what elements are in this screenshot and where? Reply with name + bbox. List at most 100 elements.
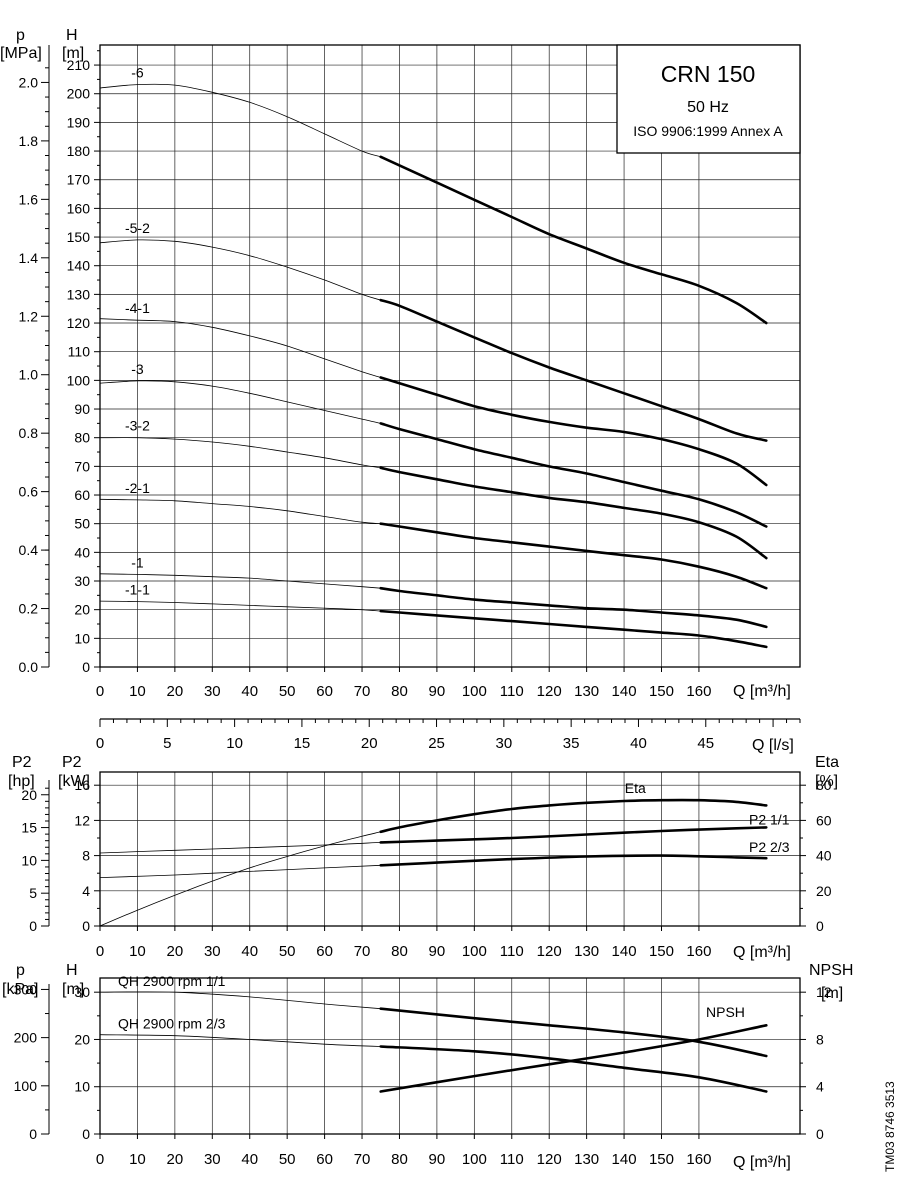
kw-tick-label: 4	[82, 883, 90, 899]
npsh-x-tick-label: 0	[96, 1151, 104, 1168]
mpa-tick-label: 0.4	[19, 542, 39, 558]
npsh-x-tick-label: 30	[204, 1151, 221, 1168]
ls-tick-label: 30	[496, 735, 513, 752]
npsh-x-tick-label: 40	[241, 1151, 258, 1168]
npsh-x-tick-label: 140	[612, 1151, 637, 1168]
head-x-tick-label: 120	[537, 683, 562, 700]
power-curve-p2-2-3-thick-segment	[379, 854, 768, 867]
title-box-frame	[616, 44, 801, 154]
eta-tick-label: 40	[816, 848, 832, 864]
npsh-x-tick-label: 80	[391, 1151, 408, 1168]
head-grid	[100, 45, 800, 667]
mpa-tick-label: 0.2	[19, 601, 39, 617]
eta-curve-label: Eta	[625, 780, 646, 796]
ls-tick-label: 0	[96, 735, 104, 752]
npsh-x-tick-label: 90	[429, 1151, 446, 1168]
head-x-tick-label: 140	[612, 683, 637, 700]
mpa-tick-label: 0.6	[19, 484, 39, 500]
head-h-tick-label: 20	[74, 602, 90, 618]
ls-tick-label: 35	[563, 735, 580, 752]
npsh-curves	[99, 991, 768, 1093]
hp-tick-label: 10	[21, 852, 37, 868]
pct-unit-label: [%]	[815, 773, 838, 790]
hp-tick-label: 5	[29, 885, 37, 901]
npsh-axis-ticks: 0 10 20 30 40 50 60 70 80 90 100 110 120 130 140 150 160…	[14, 981, 832, 1168]
head-h-tick-label: 170	[67, 172, 91, 188]
head-x-tick-label: 90	[429, 683, 446, 700]
frequency-label: 50 Hz	[687, 99, 729, 116]
npsh-tick-label: 4	[816, 1079, 824, 1095]
m-unit-label: [m]	[62, 45, 84, 62]
npsh-x-tick-label: 130	[574, 1151, 599, 1168]
hp-tick-label: 0	[29, 918, 37, 934]
power-curves	[99, 798, 768, 927]
head-x-tick-label: 160	[686, 683, 711, 700]
mpa-tick-label: 1.0	[19, 367, 39, 383]
head-x-tick-label: 40	[241, 683, 258, 700]
power-x-tick-label: 140	[612, 943, 637, 960]
head-axis-ticks: 0 10 20 30 40 50 60 70 80 90 100 110 120 130 140 150 160…	[19, 45, 711, 700]
head-h-tick-label: 100	[67, 372, 91, 388]
npsh-curve-qh-2900-rpm-2-3-thick-segment	[379, 1045, 768, 1093]
kpa-tick-label: 300	[14, 981, 38, 997]
h-bottom-tick-label: 10	[74, 1079, 90, 1095]
p2-kw-axis-title: P2	[62, 754, 82, 771]
power-panel: 0 10 20 30 40 50 60 70 80 90 100 110 120 130 140 150 160…	[8, 754, 839, 961]
head-curves	[99, 83, 768, 649]
head-x-tick-label: 10	[129, 683, 146, 700]
mpa-tick-label: 1.4	[19, 250, 39, 266]
head-h-tick-label: 80	[74, 430, 90, 446]
head-curve-2-1-thick-segment	[379, 522, 768, 590]
qh-two-thirds-curve-label: QH 2900 rpm 2/3	[118, 1016, 226, 1032]
npsh-unit-label: [m]	[821, 985, 843, 1002]
head-h-tick-label: 60	[74, 487, 90, 503]
power-curve-p2-2-3-thin-segment	[99, 864, 381, 878]
power-curve-eta-thin-segment	[99, 831, 381, 927]
kw-tick-label: 16	[74, 777, 90, 793]
mpa-tick-label: 2.0	[19, 74, 39, 90]
head-x-tick-label: 60	[316, 683, 333, 700]
kw-unit-label: [kW]	[58, 773, 90, 790]
power-axis-ticks: 0 10 20 30 40 50 60 70 80 90 100 110 120 130 140 150 160…	[21, 777, 831, 960]
npsh-x-tick-label: 100	[462, 1151, 487, 1168]
head-h-tick-label: 160	[67, 200, 91, 216]
hp-tick-label: 20	[21, 787, 37, 803]
head-h-tick-label: 210	[67, 57, 91, 73]
hp-tick-label: 15	[21, 820, 37, 836]
npsh-x-tick-label: 150	[649, 1151, 674, 1168]
npsh-curve-labels: QH 2900 rpm 1/1 QH 2900 rpm 2/3 NPSH	[118, 973, 745, 1032]
power-x-tick-label: 130	[574, 943, 599, 960]
power-x-tick-label: 40	[241, 943, 258, 960]
head-x-tick-label: 110	[500, 683, 524, 700]
head-plot-frame	[99, 44, 801, 668]
p-kpa-axis-title: p	[16, 962, 25, 979]
npsh-x-tick-label: 60	[316, 1151, 333, 1168]
kpa-tick-label: 0	[29, 1126, 37, 1142]
h-axis-title-bottom: H	[66, 962, 78, 979]
document-code: TM03 8746 3513	[883, 1081, 897, 1172]
power-x-tick-label: 150	[649, 943, 674, 960]
head-curve-label-3: -3	[131, 361, 144, 377]
head-h-tick-label: 200	[67, 86, 91, 102]
head-curve-1-thin-segment	[99, 573, 381, 589]
head-h-tick-label: 150	[67, 229, 91, 245]
head-h-tick-label: 0	[82, 659, 90, 675]
mpa-tick-label: 0.8	[19, 425, 39, 441]
eta-tick-label: 0	[816, 918, 824, 934]
head-h-tick-label: 140	[67, 258, 91, 274]
npsh-axis-title: NPSH	[809, 962, 853, 979]
eta-axis-title: Eta	[815, 754, 839, 771]
npsh-curve-npsh-thick-segment	[379, 1024, 768, 1093]
kpa-tick-label: 200	[14, 1030, 38, 1046]
npsh-grid	[100, 978, 800, 1134]
head-curve-label-3-2: -3-2	[125, 418, 150, 434]
head-curve-label-6: -6	[131, 65, 144, 81]
npsh-curve-qh-2900-rpm-2-3-thin-segment	[99, 1034, 381, 1047]
mpa-tick-label: 0.0	[19, 659, 39, 675]
head-curve-5-2-thin-segment	[99, 239, 381, 301]
head-x-tick-label: 70	[354, 683, 371, 700]
power-x-tick-label: 30	[204, 943, 221, 960]
head-h-tick-label: 70	[74, 458, 90, 474]
mpa-unit-label: [MPa]	[0, 45, 42, 62]
ls-scale-ticks: 0 5 10 15 20 25 30 35 40 45	[96, 719, 801, 752]
